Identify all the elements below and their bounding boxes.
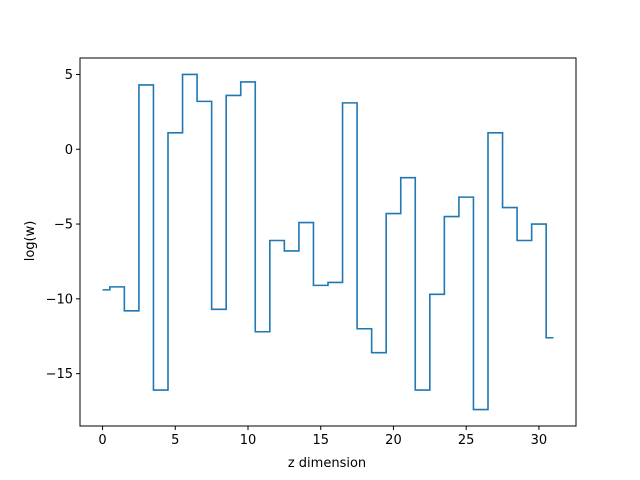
x-tick-label: 10 bbox=[240, 433, 257, 448]
y-tick-label: −5 bbox=[54, 218, 73, 233]
x-tick-label: 20 bbox=[385, 433, 402, 448]
y-tick-label: −10 bbox=[46, 292, 73, 307]
y-tick-label: 5 bbox=[65, 68, 73, 83]
x-tick-label: 25 bbox=[458, 433, 475, 448]
y-tick-label: −15 bbox=[46, 367, 73, 382]
axes-layer: 0 5 10 15 20 25 30 5 0 −5 −10 −15 bbox=[46, 57, 577, 448]
x-tick-label: 0 bbox=[98, 433, 106, 448]
axes-frame bbox=[79, 57, 577, 427]
y-tick-label: 0 bbox=[65, 143, 73, 158]
x-tick-label: 15 bbox=[312, 433, 329, 448]
plot-layer bbox=[102, 73, 554, 411]
x-tick-label: 30 bbox=[531, 433, 548, 448]
x-tick-label: 5 bbox=[171, 433, 179, 448]
x-axis-label: z dimension bbox=[288, 456, 366, 471]
y-axis-label: log(w) bbox=[23, 221, 38, 262]
series-line-0 bbox=[102, 73, 554, 411]
